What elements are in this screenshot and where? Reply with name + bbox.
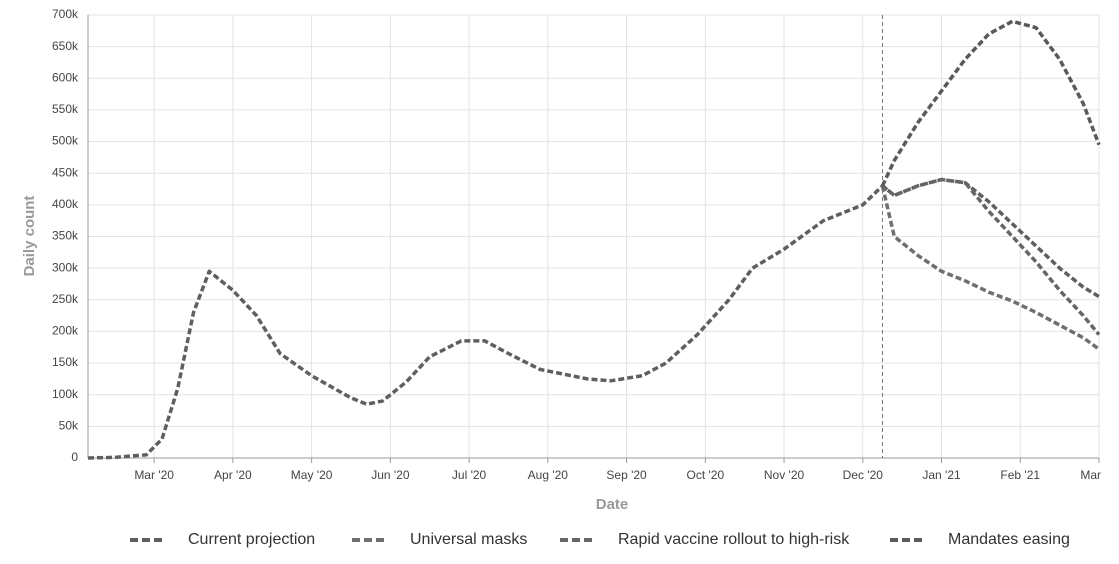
x-tick-label: Jun '20: [371, 468, 410, 482]
y-tick-label: 200k: [52, 324, 79, 338]
y-tick-label: 400k: [52, 197, 79, 211]
x-tick-label: Oct '20: [686, 468, 724, 482]
y-tick-label: 150k: [52, 355, 79, 369]
series-line: [87, 177, 1100, 460]
y-tick-label: 500k: [52, 134, 79, 148]
y-tick-label: 300k: [52, 260, 79, 274]
y-tick-label: 0: [71, 450, 78, 464]
x-tick-label: Jul '20: [452, 468, 487, 482]
legend-label: Universal masks: [410, 531, 527, 548]
x-tick-label: Sep '20: [606, 468, 647, 482]
x-tick-label: Dec '20: [843, 468, 884, 482]
y-tick-label: 700k: [52, 7, 79, 21]
x-tick-label: May '20: [291, 468, 333, 482]
y-tick-label: 350k: [52, 229, 79, 243]
x-tick-label: Nov '20: [764, 468, 805, 482]
y-tick-label: 450k: [52, 165, 79, 179]
y-tick-label: 600k: [52, 70, 79, 84]
series-line: [880, 185, 1101, 351]
legend-label: Current projection: [188, 531, 315, 548]
x-tick-label: Mar '20: [134, 468, 174, 482]
x-axis-title: Date: [596, 496, 629, 513]
x-tick-label: Mar: [1080, 468, 1101, 482]
series-line: [880, 19, 1101, 187]
y-axis-title: Daily count: [21, 196, 38, 277]
x-tick-label: Jan '21: [922, 468, 961, 482]
y-tick-label: 100k: [52, 387, 79, 401]
legend-label: Rapid vaccine rollout to high-risk: [618, 531, 850, 548]
y-tick-label: 650k: [52, 39, 79, 53]
y-tick-label: 250k: [52, 292, 79, 306]
x-tick-label: Feb '21: [1000, 468, 1040, 482]
x-tick-label: Aug '20: [528, 468, 569, 482]
y-tick-label: 50k: [59, 419, 79, 433]
x-tick-label: Apr '20: [214, 468, 252, 482]
y-tick-label: 550k: [52, 102, 79, 116]
series-line: [881, 177, 1101, 336]
legend-label: Mandates easing: [948, 531, 1070, 548]
